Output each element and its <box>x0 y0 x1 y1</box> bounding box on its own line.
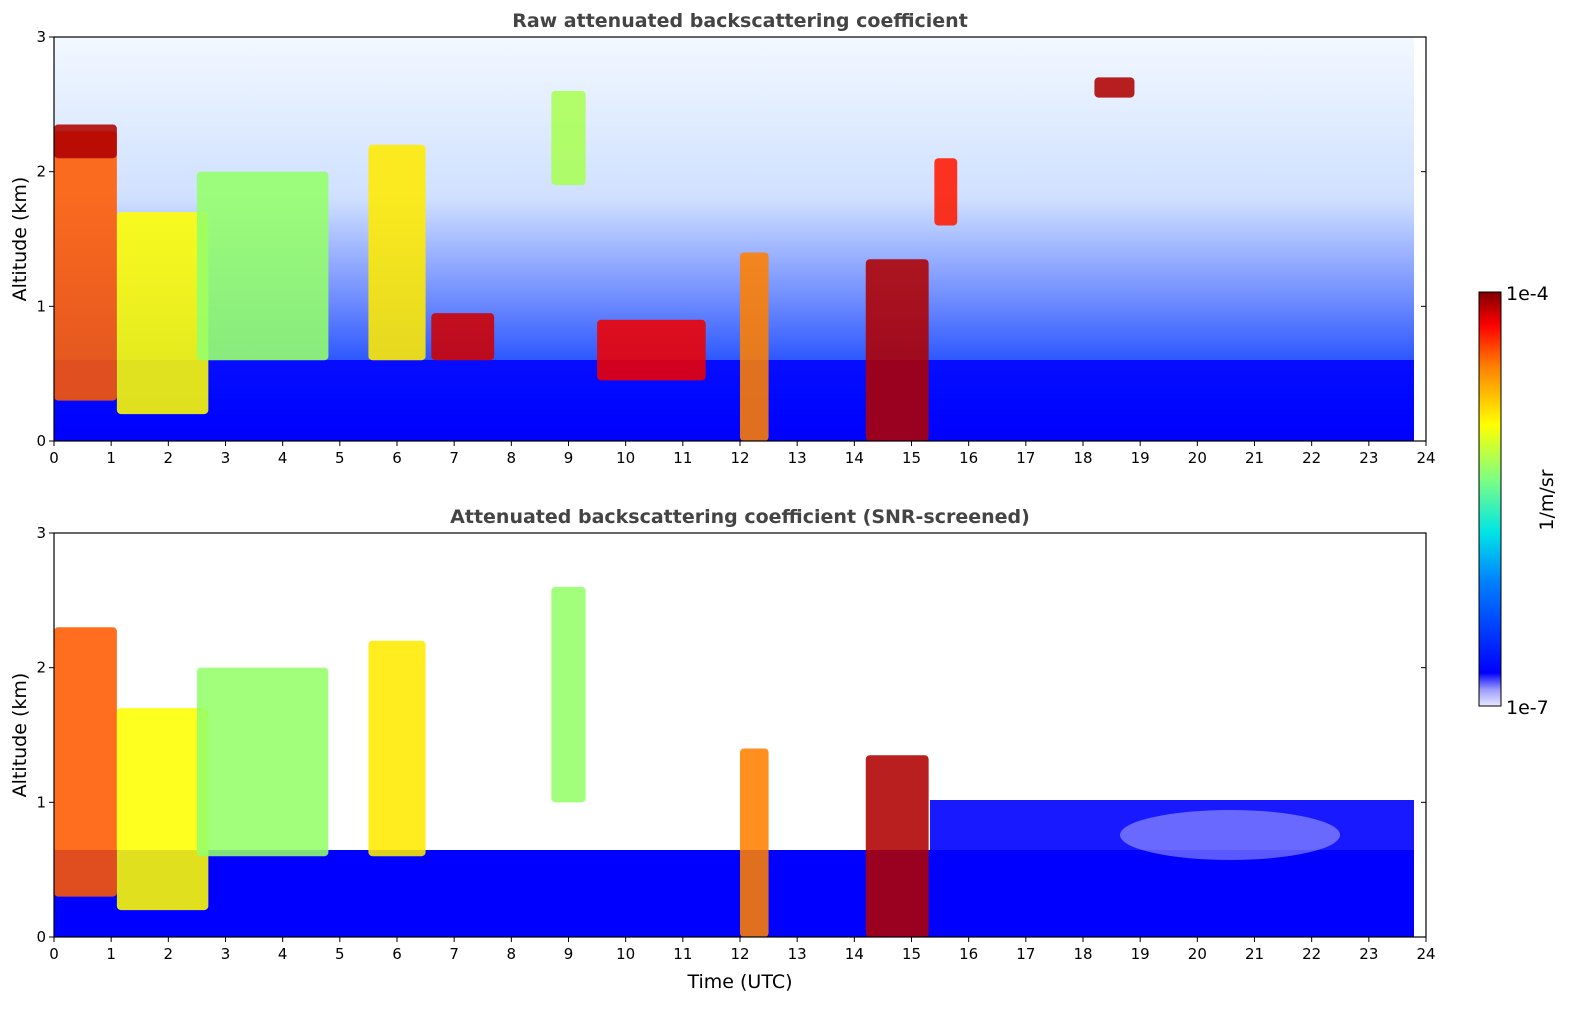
top-cloud-feature <box>54 124 117 159</box>
top-x-tick-label: 9 <box>564 449 574 467</box>
bottom-x-tick-label: 6 <box>392 945 402 963</box>
top-x-tick-label: 14 <box>845 449 864 467</box>
top-cloud-feature <box>196 171 329 361</box>
bottom-cloud-feature <box>551 586 586 803</box>
top-x-tick-label: 12 <box>730 449 749 467</box>
bottom-x-tick-label: 2 <box>164 945 174 963</box>
bottom-mid-layer <box>930 800 1414 850</box>
bottom-x-tick-label: 0 <box>49 945 59 963</box>
top-x-tick-label: 4 <box>278 449 288 467</box>
top-near-surface-layer <box>54 360 1414 441</box>
top-x-tick-label: 13 <box>788 449 807 467</box>
top-y-tick-label: 3 <box>36 28 46 46</box>
bottom-cloud-feature <box>865 755 929 937</box>
colorbar-unit-label: 1/m/sr <box>1536 469 1558 530</box>
top-x-tick-label: 19 <box>1131 449 1150 467</box>
bottom-axes: 0 1 2 3 4 5 6 7 8 9 10 11 12 13 14 15 16 17 18 19 20 21 22 23 24… <box>36 524 1435 963</box>
bottom-x-tick-label: 16 <box>959 945 978 963</box>
top-x-tick-label: 0 <box>49 449 59 467</box>
bottom-x-tick-label: 1 <box>106 945 116 963</box>
top-x-tick-label: 20 <box>1188 449 1207 467</box>
bottom-x-tick-label: 13 <box>788 945 807 963</box>
bottom-panel: Attenuated backscattering coefficient (S… <box>9 506 1436 993</box>
bottom-x-tick-label: 22 <box>1302 945 1321 963</box>
top-x-tick-label: 23 <box>1359 449 1378 467</box>
colorbar: 1e-4 1e-7 1/m/sr <box>1478 283 1558 719</box>
bottom-features <box>54 586 929 937</box>
bottom-cloud-feature <box>368 640 426 857</box>
top-x-tick-label: 15 <box>902 449 921 467</box>
bottom-x-tick-label: 14 <box>845 945 864 963</box>
bottom-x-tick-label: 18 <box>1073 945 1092 963</box>
top-x-tick-label: 2 <box>164 449 174 467</box>
top-x-tick-label: 10 <box>616 449 635 467</box>
bottom-faint-aerosol <box>1120 810 1340 860</box>
bottom-x-tick-label: 4 <box>278 945 288 963</box>
top-cloud-feature <box>431 313 495 361</box>
top-x-tick-label: 11 <box>673 449 692 467</box>
bottom-cloud-feature <box>54 627 117 897</box>
bottom-x-tick-label: 17 <box>1016 945 1035 963</box>
bottom-x-tick-label: 8 <box>507 945 517 963</box>
bottom-x-tick-label: 21 <box>1245 945 1264 963</box>
top-x-tick-label: 22 <box>1302 449 1321 467</box>
bottom-y-tick-label: 3 <box>36 524 46 542</box>
bottom-x-tick-label: 10 <box>616 945 635 963</box>
top-cloud-feature <box>740 252 769 441</box>
top-cloud-feature <box>597 319 706 381</box>
bottom-cloud-feature <box>116 708 209 911</box>
bottom-x-tick-label: 24 <box>1416 945 1435 963</box>
bottom-x-tick-label: 11 <box>673 945 692 963</box>
bottom-boundary-layer <box>54 850 1414 937</box>
top-x-tick-label: 18 <box>1073 449 1092 467</box>
top-x-tick-label: 8 <box>507 449 517 467</box>
top-y-tick-label: 1 <box>36 297 46 315</box>
top-cloud-feature <box>934 158 958 226</box>
top-axes: 0 1 2 3 4 5 6 7 8 9 10 11 12 13 14 15 16 17 18 19 20 21 22 23 24… <box>36 28 1435 467</box>
top-cloud-feature <box>116 212 209 415</box>
top-chart-title: Raw attenuated backscattering coefficien… <box>512 10 968 32</box>
top-y-tick-label: 0 <box>36 432 46 450</box>
bottom-cloud-feature <box>196 667 329 857</box>
top-cloud-feature <box>865 259 929 441</box>
top-y-tick-label: 2 <box>36 163 46 181</box>
top-cloud-feature <box>551 90 586 186</box>
bottom-x-tick-label: 5 <box>335 945 345 963</box>
bottom-chart-title: Attenuated backscattering coefficient (S… <box>450 506 1030 528</box>
top-x-tick-label: 16 <box>959 449 978 467</box>
top-x-tick-label: 7 <box>449 449 459 467</box>
bottom-x-tick-label: 3 <box>221 945 231 963</box>
colorbar-gradient <box>1478 291 1502 707</box>
top-x-tick-label: 21 <box>1245 449 1264 467</box>
top-x-tick-label: 1 <box>106 449 116 467</box>
bottom-x-axis-label: Time (UTC) <box>686 971 792 993</box>
bottom-x-tick-label: 12 <box>730 945 749 963</box>
top-cloud-feature <box>368 144 426 361</box>
bottom-x-tick-label: 7 <box>449 945 459 963</box>
bottom-y-tick-label: 1 <box>36 793 46 811</box>
bottom-x-tick-label: 15 <box>902 945 921 963</box>
bottom-y-tick-label: 0 <box>36 928 46 946</box>
top-panel: Raw attenuated backscattering coefficien… <box>9 10 1436 467</box>
top-x-tick-label: 5 <box>335 449 345 467</box>
bottom-x-tick-label: 9 <box>564 945 574 963</box>
bottom-x-tick-label: 20 <box>1188 945 1207 963</box>
top-x-tick-label: 17 <box>1016 449 1035 467</box>
top-cloud-feature <box>54 131 117 401</box>
top-features <box>54 77 1135 441</box>
colorbar-min-label: 1e-7 <box>1506 697 1549 719</box>
bottom-cloud-feature <box>740 748 769 937</box>
top-cloud-feature <box>1094 77 1135 98</box>
top-y-axis-label: Altitude (km) <box>9 177 31 302</box>
bottom-x-tick-label: 19 <box>1131 945 1150 963</box>
bottom-y-axis-label: Altitude (km) <box>9 673 31 798</box>
bottom-y-tick-label: 2 <box>36 659 46 677</box>
top-x-tick-label: 6 <box>392 449 402 467</box>
bottom-x-tick-label: 23 <box>1359 945 1378 963</box>
top-x-tick-label: 3 <box>221 449 231 467</box>
top-x-tick-label: 24 <box>1416 449 1435 467</box>
colorbar-max-label: 1e-4 <box>1506 283 1549 305</box>
